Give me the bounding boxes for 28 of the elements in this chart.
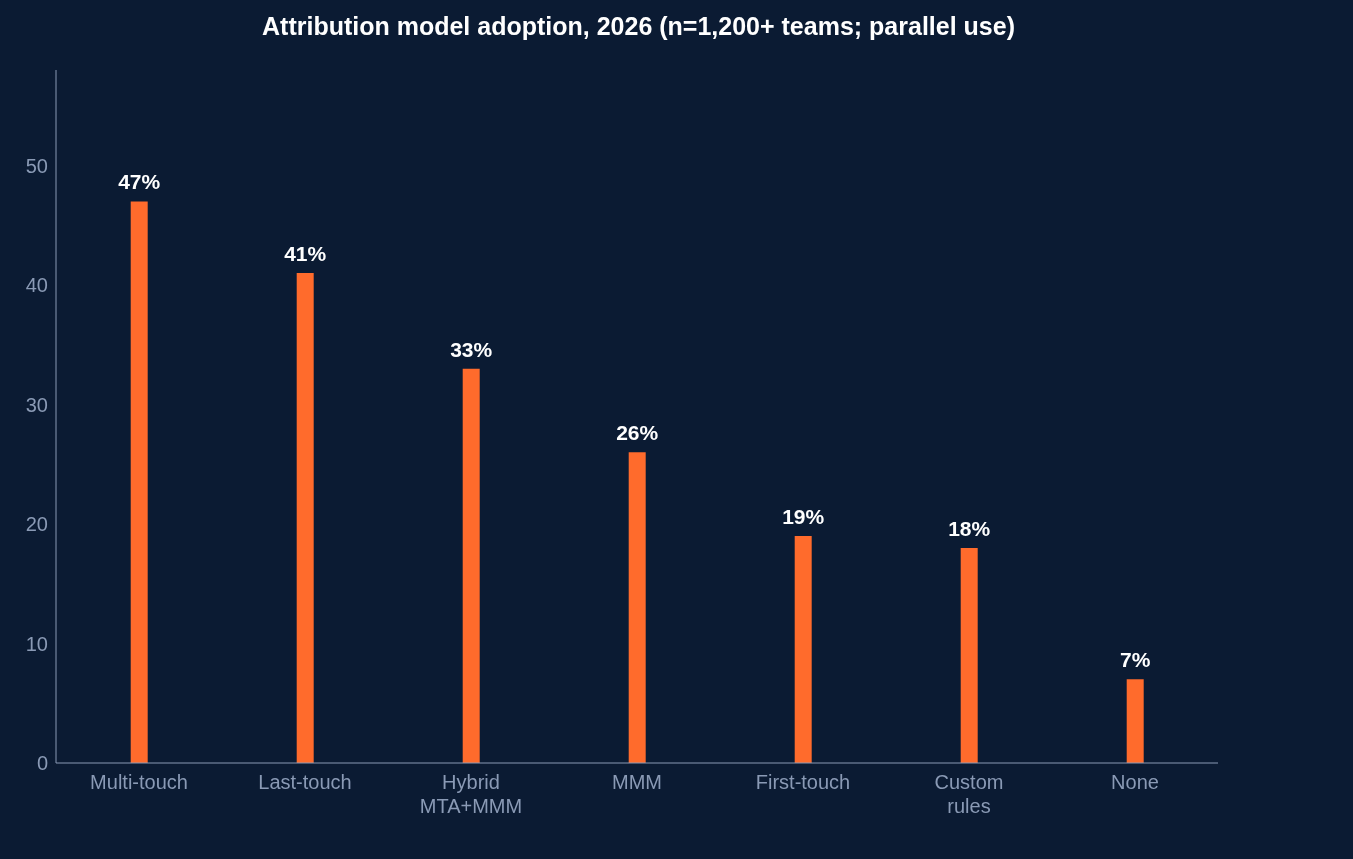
y-tick-label: 20	[25, 513, 48, 536]
bar	[628, 452, 646, 763]
data-label: 7%	[1120, 648, 1151, 672]
y-tick-label: 50	[25, 154, 48, 177]
x-tick-label: MMM	[612, 771, 662, 793]
y-tick-label: 40	[25, 274, 48, 297]
x-tick-label: Custom rules	[934, 771, 1004, 817]
data-label: 41%	[284, 242, 327, 266]
y-tick-label: 10	[25, 632, 48, 655]
y-tick-label: 30	[25, 393, 48, 416]
bar	[130, 201, 148, 763]
x-tick-label: First-touch	[755, 771, 851, 793]
data-label: 47%	[118, 170, 161, 194]
bar	[296, 273, 314, 763]
data-label: 33%	[450, 337, 493, 361]
x-tick-label: Last-touch	[258, 771, 352, 793]
bar	[960, 547, 978, 763]
bar	[1126, 679, 1144, 763]
data-label: 26%	[616, 421, 659, 445]
x-tick-label: None	[1111, 771, 1159, 793]
x-tick-label: Multi-touch	[90, 771, 188, 793]
data-label: 19%	[782, 504, 825, 528]
bar	[794, 535, 812, 763]
y-tick-label: 0	[36, 752, 48, 775]
data-label: 18%	[948, 516, 991, 540]
bar	[462, 368, 480, 763]
x-tick-label: Hybrid MTA+MMM	[419, 771, 523, 817]
chart-title: Attribution model adoption, 2026 (n=1,200+ teams; parallel use)	[261, 12, 1016, 41]
